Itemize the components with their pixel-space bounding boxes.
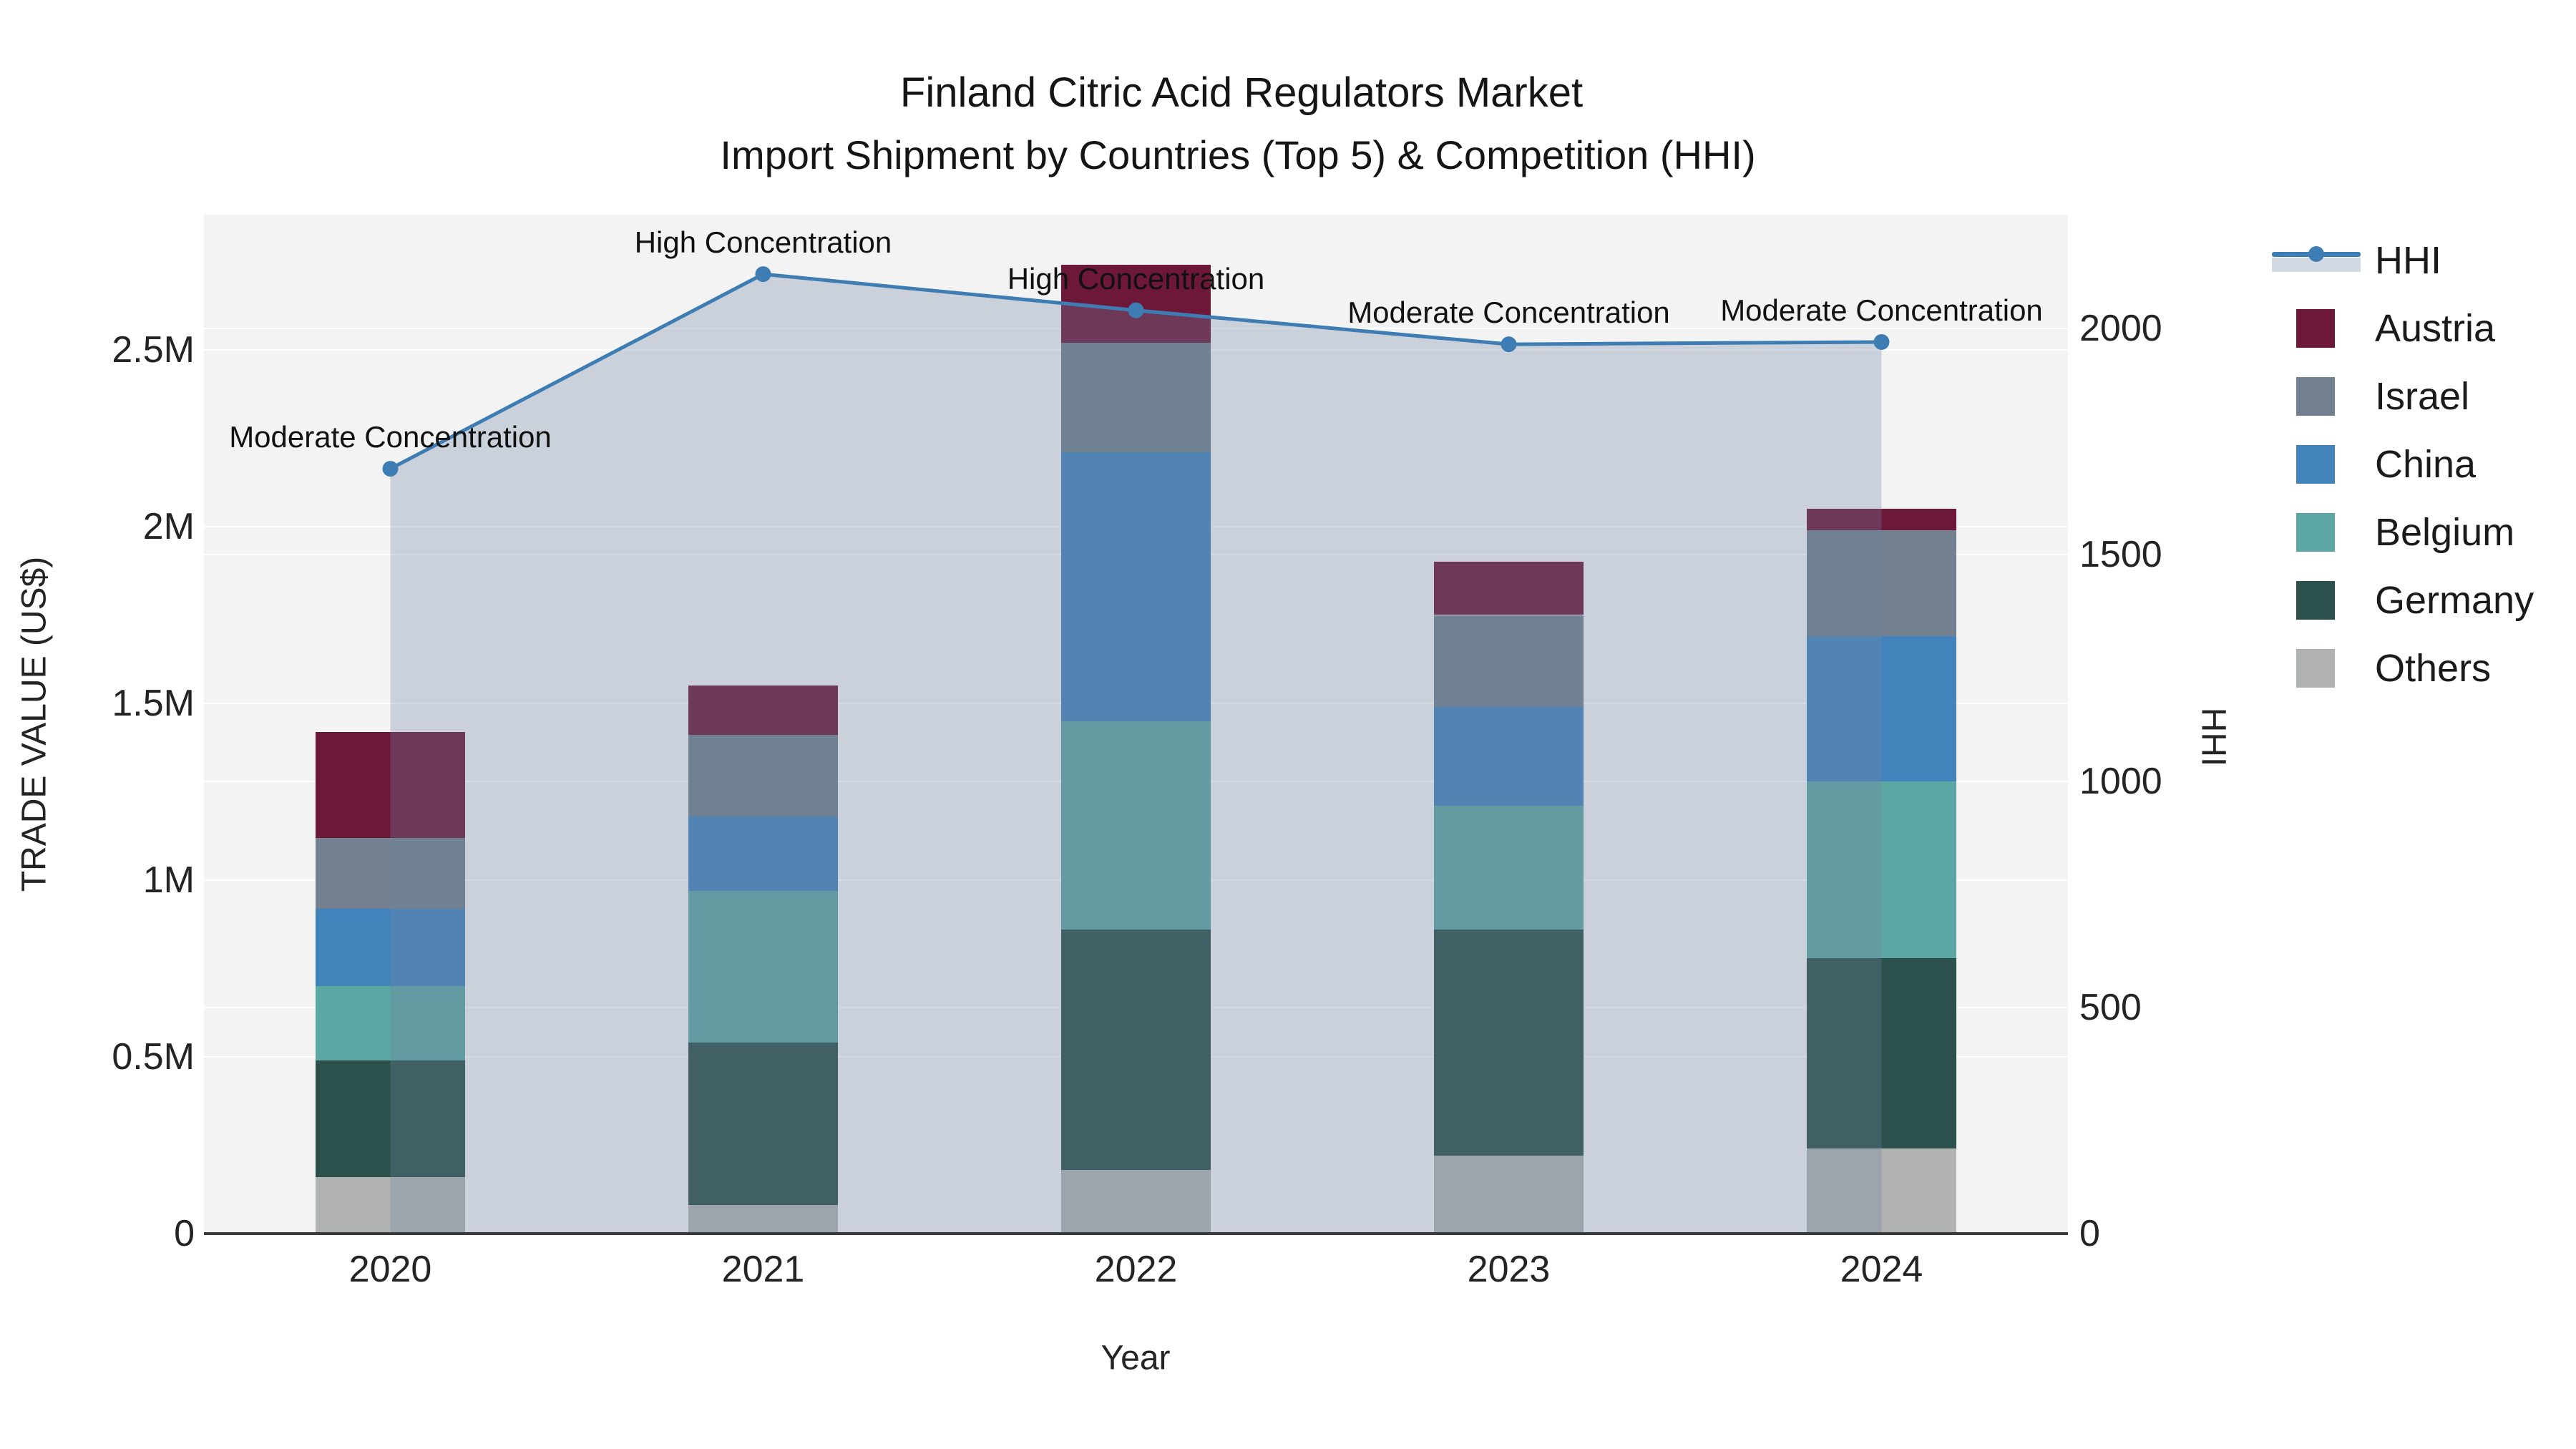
bar-segment-israel-2020 bbox=[316, 837, 465, 909]
legend-item-germany[interactable]: Germany bbox=[2272, 566, 2534, 634]
bar-segment-china-2022 bbox=[1061, 452, 1211, 721]
bar-segment-others-2020 bbox=[316, 1176, 465, 1234]
legend-swatch bbox=[2296, 444, 2335, 484]
legend-swatch bbox=[2296, 512, 2335, 552]
x-axis-title: Year bbox=[1101, 1339, 1171, 1377]
x-axis-tick-label-2020: 2020 bbox=[348, 1249, 432, 1290]
y2-axis-tick-label: 1000 bbox=[2079, 760, 2162, 802]
x-axis-tick-label-2024: 2024 bbox=[1840, 1249, 1923, 1290]
legend-swatch-icon bbox=[2272, 308, 2365, 348]
hhi-marker-2022 bbox=[1128, 302, 1144, 318]
x-axis-zero-line bbox=[204, 1232, 2068, 1235]
hhi-legend-fill-band bbox=[2272, 257, 2361, 272]
bar-segment-austria-2020 bbox=[316, 731, 465, 838]
legend-swatch-icon bbox=[2272, 648, 2365, 688]
legend-label: Germany bbox=[2375, 578, 2534, 622]
bar-segment-germany-2024 bbox=[1807, 957, 1956, 1149]
bar-segment-israel-2022 bbox=[1061, 343, 1211, 453]
legend-item-austria[interactable]: Austria bbox=[2272, 294, 2534, 362]
y2-axis-tick-label: 0 bbox=[2079, 1213, 2100, 1254]
bar-segment-others-2024 bbox=[1807, 1148, 1956, 1234]
legend-swatch bbox=[2296, 580, 2335, 620]
legend-item-others[interactable]: Others bbox=[2272, 634, 2534, 702]
legend-item-china[interactable]: China bbox=[2272, 430, 2534, 498]
bar-segment-belgium-2020 bbox=[316, 986, 465, 1060]
legend-swatch-icon bbox=[2272, 512, 2365, 552]
legend-label: HHI bbox=[2375, 238, 2441, 282]
legend-swatch-icon bbox=[2272, 376, 2365, 416]
legend: HHI Austria Israel China Belgium Germany Other… bbox=[2272, 226, 2534, 702]
hhi-marker-2020 bbox=[382, 461, 399, 477]
x-axis-tick-label-2023: 2023 bbox=[1467, 1249, 1551, 1290]
bar-segment-germany-2023 bbox=[1434, 930, 1584, 1156]
bar-segment-belgium-2024 bbox=[1807, 781, 1956, 958]
bar-segment-china-2024 bbox=[1807, 636, 1956, 781]
y2-axis-tick-label: 1500 bbox=[2079, 534, 2162, 576]
hhi-line-icon bbox=[2272, 240, 2365, 280]
annotation-2023: Moderate Concentration bbox=[1347, 296, 1670, 330]
legend-swatch bbox=[2296, 308, 2335, 348]
bar-segment-austria-2023 bbox=[1434, 562, 1584, 615]
y2-axis-title: HHI bbox=[2194, 707, 2233, 767]
legend-swatch bbox=[2296, 648, 2335, 688]
y-axis-title: TRADE VALUE (US$) bbox=[15, 556, 54, 892]
bar-segment-austria-2021 bbox=[688, 686, 838, 736]
annotation-2021: High Concentration bbox=[634, 225, 892, 260]
bar-segment-germany-2020 bbox=[316, 1060, 465, 1177]
hhi-marker-2021 bbox=[755, 266, 771, 283]
bar-segment-belgium-2023 bbox=[1434, 806, 1584, 930]
hhi-area-fill bbox=[390, 274, 1882, 1234]
plot-area: Moderate Concentration High Concentration… bbox=[204, 215, 2068, 1234]
bar-segment-belgium-2022 bbox=[1061, 721, 1211, 930]
annotation-2020: Moderate Concentration bbox=[229, 420, 552, 454]
chart-title: Finland Citric Acid Regulators Market bbox=[899, 69, 1584, 116]
bar-segment-china-2023 bbox=[1434, 706, 1584, 806]
bar-segment-austria-2024 bbox=[1807, 509, 1956, 530]
hhi-marker-2023 bbox=[1501, 336, 1517, 353]
bar-segment-china-2020 bbox=[316, 908, 465, 987]
legend-item-hhi[interactable]: HHI bbox=[2272, 226, 2534, 294]
bar-segment-others-2021 bbox=[688, 1205, 838, 1234]
annotation-2022: High Concentration bbox=[1007, 261, 1265, 296]
y-axis-tick-label: 0.5M bbox=[112, 1036, 195, 1078]
legend-item-israel[interactable]: Israel bbox=[2272, 362, 2534, 430]
hhi-marker-2024 bbox=[1873, 333, 1890, 350]
legend-swatch-icon bbox=[2272, 444, 2365, 484]
hhi-line-svg bbox=[382, 266, 1890, 1234]
bar-segment-others-2023 bbox=[1434, 1156, 1584, 1234]
bar-segment-israel-2024 bbox=[1807, 530, 1956, 637]
legend-label: Others bbox=[2375, 646, 2492, 690]
bar-segment-israel-2021 bbox=[688, 735, 838, 817]
bar-segment-germany-2021 bbox=[688, 1043, 838, 1206]
legend-swatch-icon bbox=[2272, 580, 2365, 620]
legend-label: Israel bbox=[2375, 374, 2470, 418]
chart-subtitle: Import Shipment by Countries (Top 5) & C… bbox=[720, 132, 1756, 177]
bar-segment-germany-2022 bbox=[1061, 930, 1211, 1171]
y2-axis-tick-label: 500 bbox=[2079, 986, 2142, 1028]
y-axis-tick-label: 2.5M bbox=[112, 329, 195, 371]
legend-label: Austria bbox=[2375, 306, 2496, 350]
annotation-2024: Moderate Concentration bbox=[1720, 293, 2043, 327]
x-axis-tick-label-2021: 2021 bbox=[721, 1249, 805, 1290]
x-axis-tick-label-2022: 2022 bbox=[1094, 1249, 1178, 1290]
y-axis-tick-label: 1M bbox=[142, 859, 195, 901]
bar-segment-china-2021 bbox=[688, 816, 838, 891]
legend-label: Belgium bbox=[2375, 510, 2515, 554]
legend-swatch bbox=[2296, 376, 2335, 416]
y-axis-tick-label: 0 bbox=[174, 1213, 195, 1254]
legend-item-belgium[interactable]: Belgium bbox=[2272, 498, 2534, 566]
y-axis-tick-label: 2M bbox=[142, 506, 195, 547]
bar-segment-belgium-2021 bbox=[688, 890, 838, 1043]
y2-axis-tick-label: 2000 bbox=[2079, 308, 2162, 349]
legend-label: China bbox=[2375, 442, 2477, 486]
bar-segment-others-2022 bbox=[1061, 1170, 1211, 1234]
bar-segment-israel-2023 bbox=[1434, 615, 1584, 707]
y-axis-tick-label: 1.5M bbox=[112, 683, 195, 724]
hhi-legend-marker bbox=[2308, 245, 2324, 262]
